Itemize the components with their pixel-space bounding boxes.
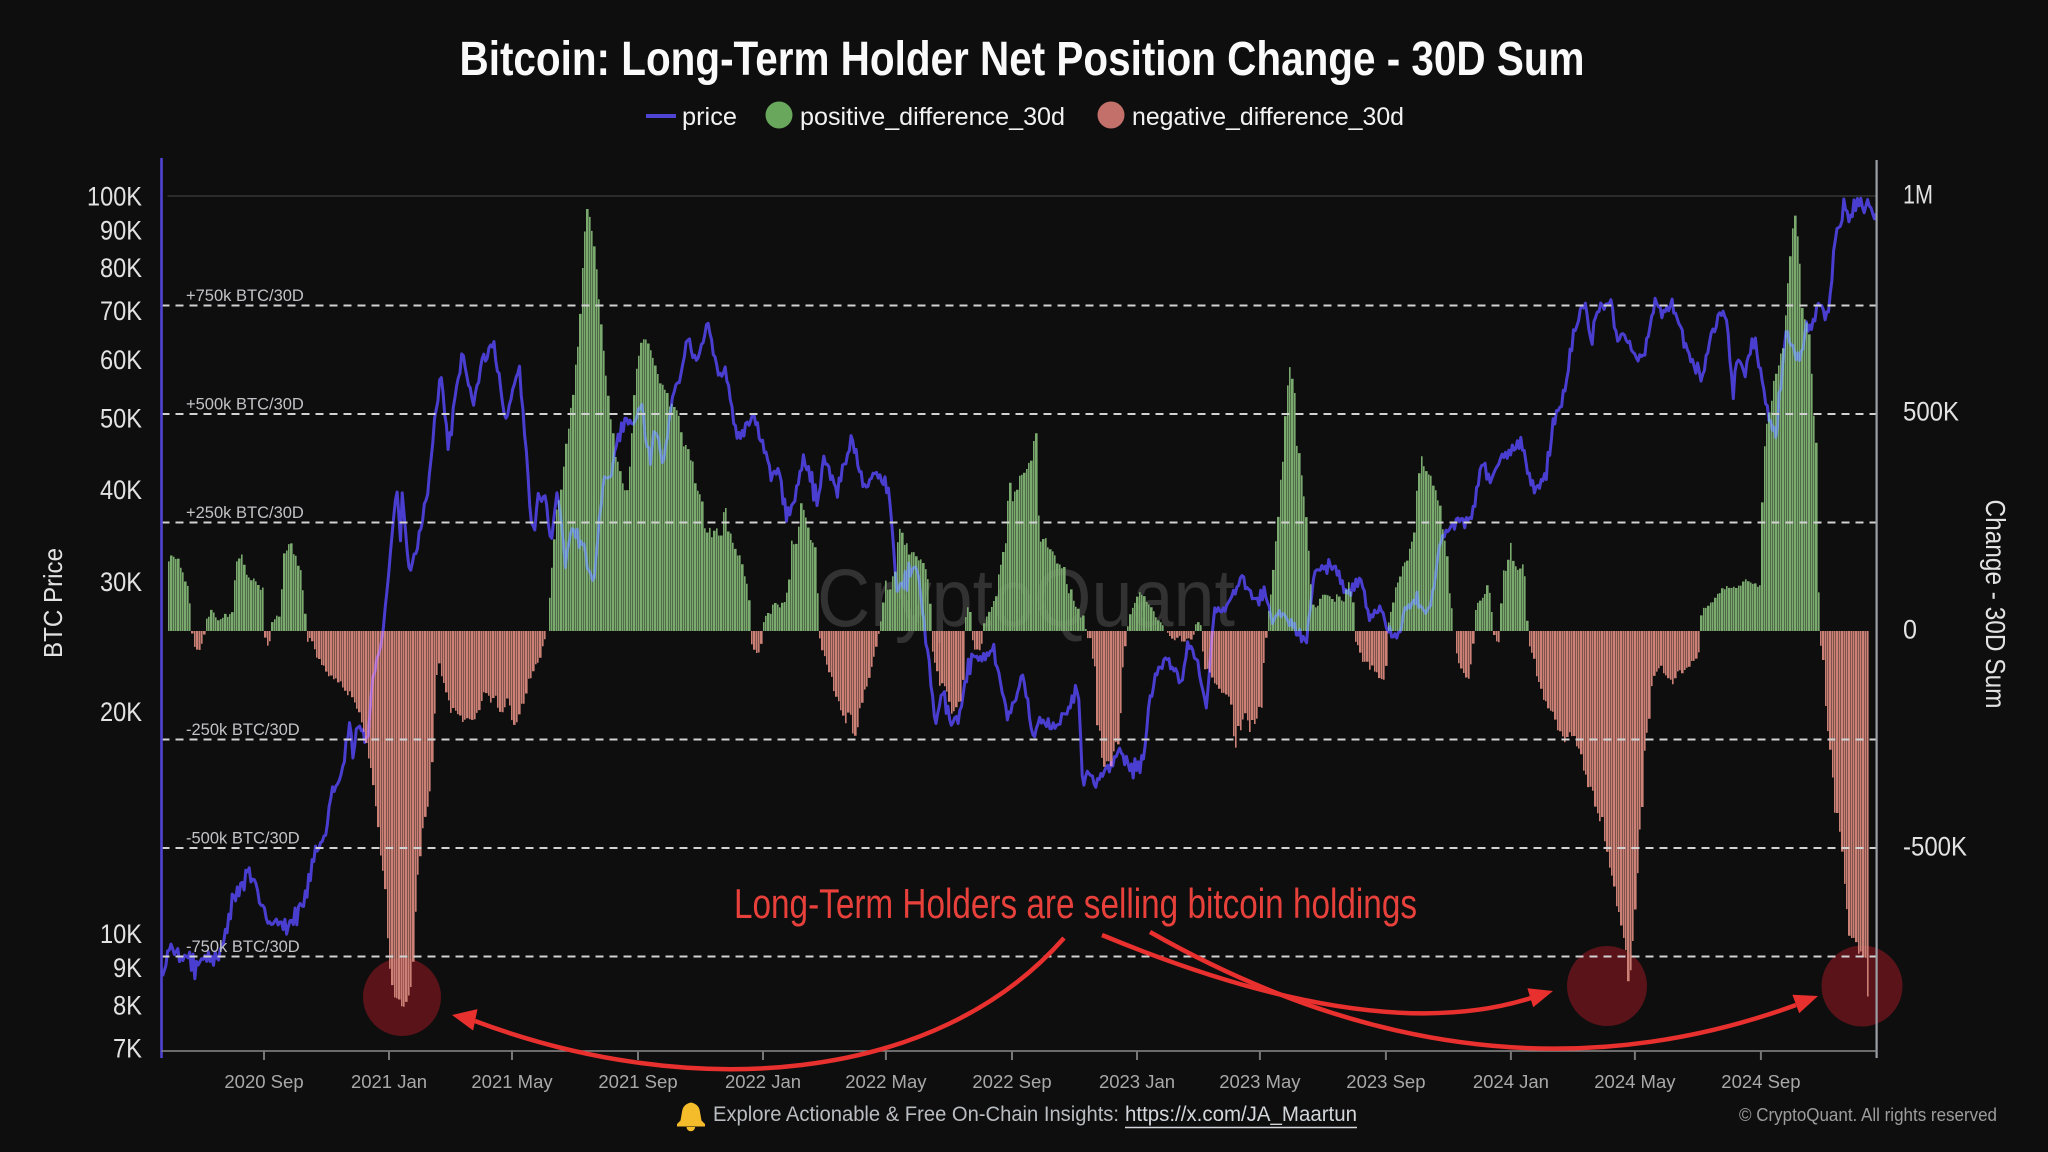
svg-text:100K: 100K	[87, 182, 142, 212]
svg-text:2020 Sep: 2020 Sep	[224, 1071, 303, 1092]
svg-text:© CryptoQuant. All rights rese: © CryptoQuant. All rights reserved	[1739, 1105, 1997, 1125]
svg-text:50K: 50K	[100, 404, 142, 434]
svg-text:2024 May: 2024 May	[1594, 1071, 1676, 1092]
svg-text:positive_difference_30d: positive_difference_30d	[800, 103, 1065, 131]
svg-text:-500K: -500K	[1903, 832, 1967, 862]
svg-text:-250k BTC/30D: -250k BTC/30D	[186, 721, 300, 739]
svg-text:20K: 20K	[100, 697, 142, 727]
svg-text:70K: 70K	[100, 296, 142, 326]
svg-text:negative_difference_30d: negative_difference_30d	[1132, 103, 1404, 131]
svg-text:30K: 30K	[100, 567, 142, 597]
svg-text:price: price	[682, 103, 737, 131]
svg-text:Change - 30D Sum: Change - 30D Sum	[1980, 500, 2011, 709]
svg-text:2023 Sep: 2023 Sep	[1346, 1071, 1425, 1092]
svg-text:+250k BTC/30D: +250k BTC/30D	[186, 504, 304, 522]
svg-text:Bitcoin: Long-Term Holder Net: Bitcoin: Long-Term Holder Net Position C…	[460, 33, 1585, 86]
svg-text:https://x.com/JA_Maartun: https://x.com/JA_Maartun	[1125, 1102, 1357, 1126]
svg-text:BTC Price: BTC Price	[38, 548, 68, 658]
svg-text:80K: 80K	[100, 253, 142, 283]
svg-text:9K: 9K	[113, 953, 142, 983]
svg-text:2023 Jan: 2023 Jan	[1099, 1071, 1175, 1092]
svg-text:+500k BTC/30D: +500k BTC/30D	[186, 396, 304, 414]
svg-text:2023 May: 2023 May	[1219, 1071, 1301, 1092]
svg-text:Long-Term Holders are selling: Long-Term Holders are selling bitcoin ho…	[734, 880, 1417, 927]
svg-text:8K: 8K	[113, 991, 142, 1021]
svg-text:2024 Sep: 2024 Sep	[1721, 1071, 1800, 1092]
svg-text:2022 Sep: 2022 Sep	[972, 1071, 1051, 1092]
svg-text:60K: 60K	[100, 345, 142, 375]
svg-text:500K: 500K	[1903, 397, 1959, 427]
svg-text:2021 Jan: 2021 Jan	[351, 1071, 427, 1092]
svg-text:7K: 7K	[113, 1034, 142, 1064]
svg-text:2022 Jan: 2022 Jan	[725, 1071, 801, 1092]
svg-text:10K: 10K	[100, 919, 142, 949]
svg-text:Explore Actionable & Free On-C: Explore Actionable & Free On-Chain Insig…	[713, 1102, 1119, 1126]
svg-text:+750k BTC/30D: +750k BTC/30D	[186, 287, 304, 305]
svg-text:-750k BTC/30D: -750k BTC/30D	[186, 938, 300, 956]
svg-text:2021 May: 2021 May	[471, 1071, 553, 1092]
svg-text:1M: 1M	[1903, 180, 1933, 210]
svg-text:-500k BTC/30D: -500k BTC/30D	[186, 830, 300, 848]
svg-text:90K: 90K	[100, 215, 142, 245]
svg-text:0: 0	[1903, 615, 1917, 645]
svg-text:2024 Jan: 2024 Jan	[1473, 1071, 1549, 1092]
svg-text:2022 May: 2022 May	[845, 1071, 927, 1092]
svg-text:2021 Sep: 2021 Sep	[598, 1071, 677, 1092]
svg-text:40K: 40K	[100, 475, 142, 505]
